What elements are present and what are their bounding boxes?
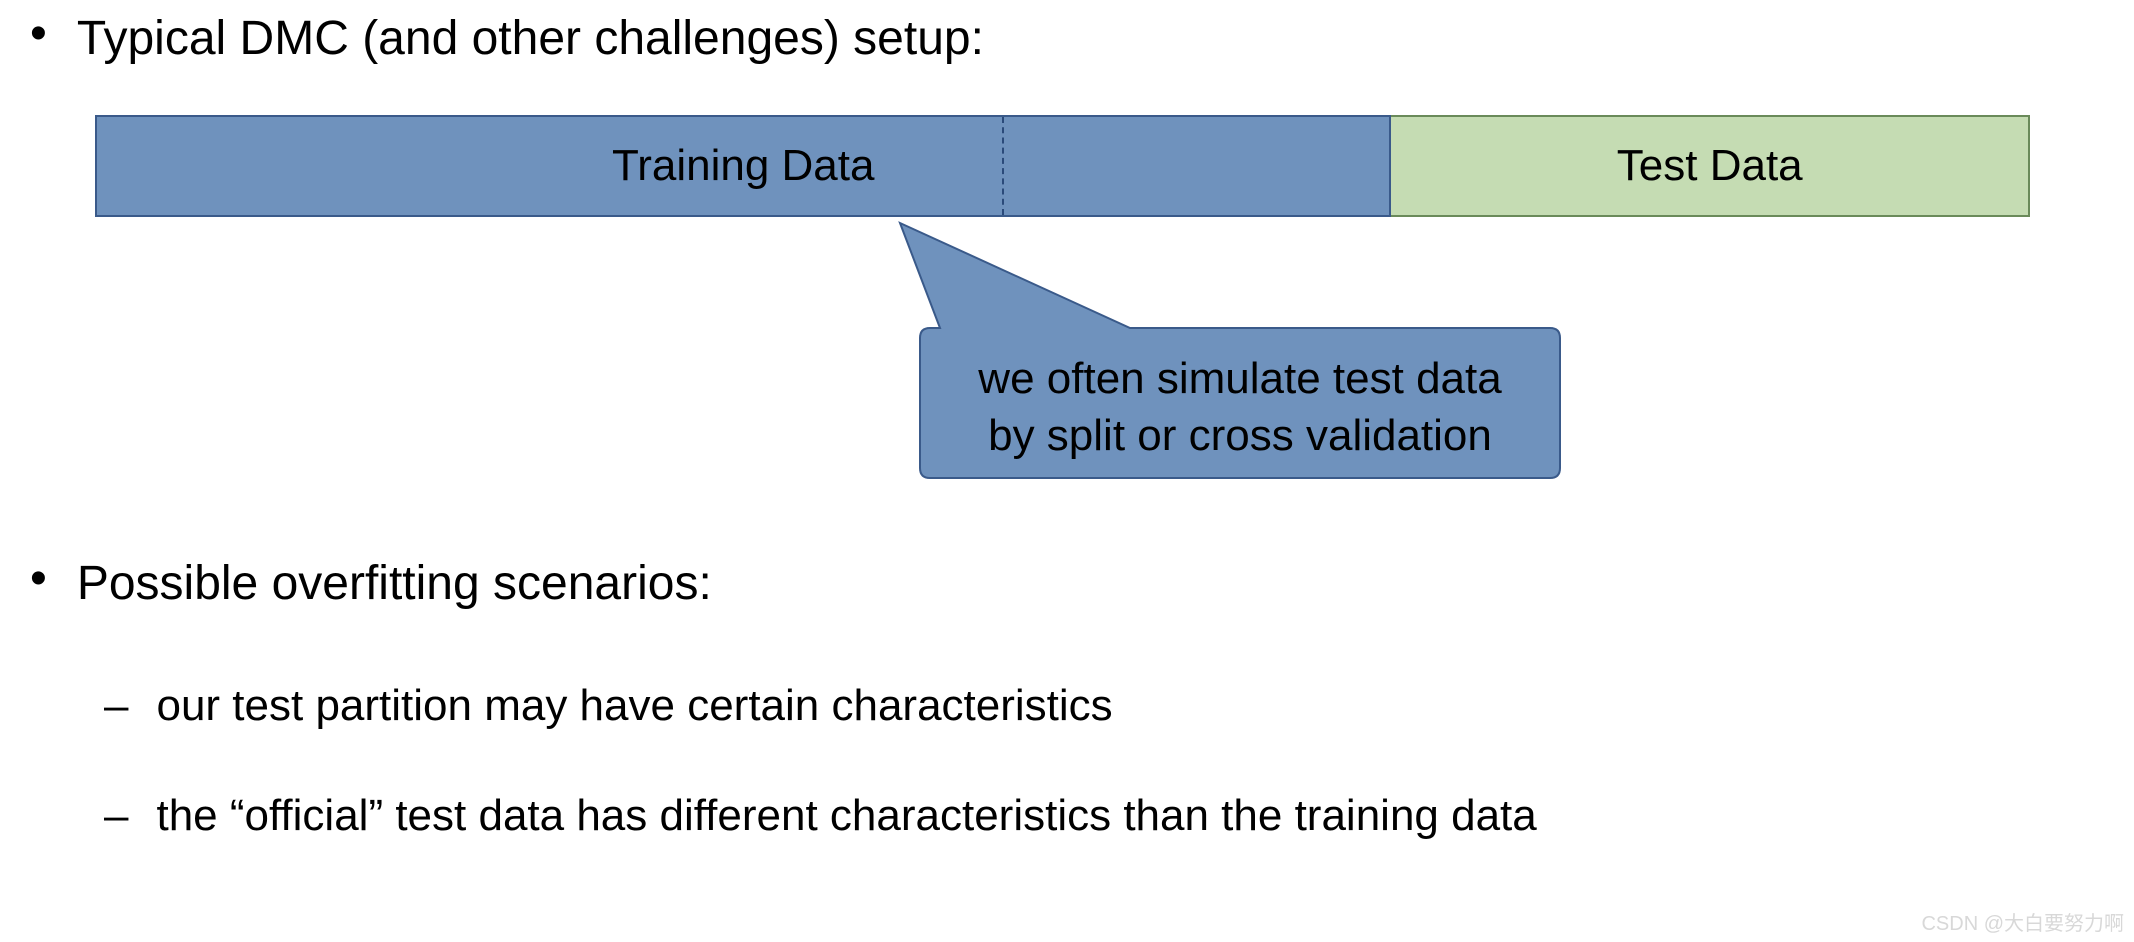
callout-line2: by split or cross validation (988, 411, 1492, 460)
training-label: Training Data (612, 141, 875, 191)
sub-bullet-1: – our test partition may have certain ch… (104, 680, 1113, 733)
bullet-dot-icon: • (30, 555, 47, 603)
callout-text: we often simulate test data by split or … (940, 350, 1540, 464)
callout-line1: we often simulate test data (978, 354, 1501, 403)
validation-split-line (1002, 117, 1004, 215)
sub-bullet-2: – the “official” test data has different… (104, 790, 1537, 843)
data-split-diagram: Training Data Test Data (95, 115, 2030, 217)
test-label: Test Data (1617, 141, 1803, 191)
sub-1-text: our test partition may have certain char… (156, 680, 1112, 733)
callout-bubble: we often simulate test data by split or … (880, 218, 1580, 488)
split-bar: Training Data Test Data (95, 115, 2030, 217)
bullet-1: • Typical DMC (and other challenges) set… (30, 10, 984, 68)
bullet-2-text: Possible overfitting scenarios: (77, 555, 712, 613)
watermark-text: CSDN @大白要努力啊 (1921, 907, 2124, 936)
bullet-dot-icon: • (30, 10, 47, 58)
sub-2-text: the “official” test data has different c… (156, 790, 1536, 843)
training-data-box: Training Data (95, 115, 1391, 217)
dash-icon: – (104, 790, 128, 843)
bullet-1-text: Typical DMC (and other challenges) setup… (77, 10, 984, 68)
bullet-2: • Possible overfitting scenarios: (30, 555, 712, 613)
slide-content: • Typical DMC (and other challenges) set… (0, 0, 2134, 942)
test-data-box: Test Data (1391, 115, 2030, 217)
dash-icon: – (104, 680, 128, 733)
